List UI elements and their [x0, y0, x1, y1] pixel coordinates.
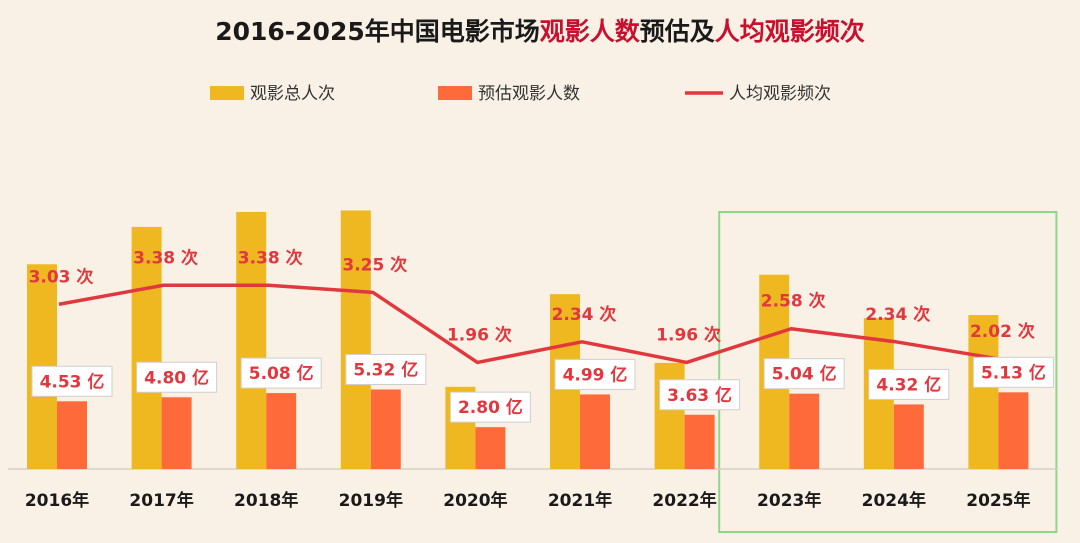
bar-label-2025年: 5.13 亿	[981, 362, 1046, 383]
bar-label-box	[868, 368, 950, 400]
bar-label-box	[659, 379, 741, 411]
bar-label-box	[972, 356, 1054, 388]
title-part-3: 人均观影频次	[715, 17, 865, 46]
x-tick-2023年: 2023年	[757, 490, 821, 511]
line-label-2018年: 3.38 次	[238, 247, 303, 268]
x-tick-2016年: 2016年	[25, 490, 89, 511]
legend-label: 观影总人次	[250, 84, 335, 104]
bar-total-2025年	[968, 315, 999, 469]
line-label-2024年: 2.34 次	[865, 304, 930, 325]
x-tick-2022年: 2022年	[652, 490, 716, 511]
bar-estimate-2020年	[475, 427, 506, 469]
bar-estimate-2018年	[266, 393, 297, 469]
x-tick-2020年: 2020年	[443, 490, 507, 511]
bar-label-box	[763, 358, 845, 390]
legend-item-2: 人均观影频次	[685, 84, 831, 104]
line-label-2017年: 3.38 次	[133, 247, 198, 268]
bar-total-2018年	[236, 211, 267, 469]
title-part-1: 观影人数	[540, 17, 641, 46]
legend-label: 预估观影人数	[478, 84, 580, 104]
x-tick-2017年: 2017年	[129, 490, 193, 511]
bar-estimate-2022年	[684, 414, 715, 469]
line-label-2025年: 2.02 次	[970, 321, 1035, 342]
bar-estimate-2024年	[893, 404, 924, 469]
title-part-2: 预估及	[640, 17, 715, 46]
legend: 观影总人次 预估观影人数 人均观影频次	[210, 84, 831, 104]
bar-total-2022年	[654, 362, 685, 469]
chart-title: 2016-2025年中国电影市场观影人数预估及人均观影频次	[215, 17, 865, 46]
bar-label-box	[449, 391, 531, 423]
legend-item-0: 观影总人次	[210, 84, 335, 104]
x-tick-2019年: 2019年	[339, 490, 403, 511]
bar-label-2021年: 4.99 亿	[563, 364, 628, 385]
bar-label-2019年: 5.32 亿	[353, 359, 418, 380]
legend-swatch	[210, 86, 244, 100]
bar-total-2019年	[340, 210, 371, 469]
title-part-0: 2016-2025年中国电影市场	[215, 17, 540, 46]
legend-label: 人均观影频次	[729, 84, 831, 104]
line-label-2023年: 2.58 次	[761, 291, 826, 312]
bar-label-2016年: 4.53 亿	[40, 371, 105, 392]
x-tick-2025年: 2025年	[966, 490, 1030, 511]
bar-label-2022年: 3.63 亿	[667, 385, 732, 406]
line-label-2020年: 1.96 次	[447, 324, 512, 345]
line-series	[58, 283, 1001, 365]
line-label-2022年: 1.96 次	[656, 324, 721, 345]
bar-label-box	[345, 353, 427, 385]
bar-estimate-2023年	[789, 393, 820, 469]
bar-estimate-2021年	[580, 394, 610, 469]
bar-estimate-2025年	[998, 392, 1029, 469]
bar-total-2017年	[131, 226, 162, 469]
bar-label-2024年: 4.32 亿	[876, 374, 941, 395]
bar-label-2018年: 5.08 亿	[249, 363, 314, 384]
x-tick-2024年: 2024年	[862, 490, 926, 511]
legend-swatch	[438, 86, 472, 100]
bar-label-box	[31, 365, 113, 397]
line-label-2019年: 3.25 次	[342, 254, 407, 275]
highlight-box-recent-years	[718, 211, 1058, 533]
bar-estimate-2017年	[161, 397, 192, 469]
x-tick-2018年: 2018年	[234, 490, 298, 511]
bar-estimate-2016年	[57, 401, 87, 469]
data-labels: 3.03 次 3.38 次 3.38 次 3.25 次 1.96 次 2.34 次 1.96…	[29, 247, 1054, 423]
bar-estimate-2019年	[370, 389, 401, 469]
legend-item-1: 预估观影人数	[438, 84, 580, 104]
bar-label-box	[136, 361, 218, 393]
line-label-2016年: 3.03 次	[29, 266, 94, 287]
bar-label-2017年: 4.80 亿	[144, 367, 209, 388]
bar-label-box	[554, 358, 636, 390]
line-per-capita	[58, 283, 1001, 365]
x-axis-ticks: 2016年 2017年 2018年 2019年 2020年 2021年 2022年 2023年…	[25, 490, 1031, 511]
bar-label-2020年: 2.80 亿	[458, 397, 523, 418]
x-tick-2021年: 2021年	[548, 490, 612, 511]
line-label-2021年: 2.34 次	[552, 304, 617, 325]
bar-label-2023年: 5.04 亿	[772, 364, 837, 385]
bar-label-box	[240, 357, 322, 389]
